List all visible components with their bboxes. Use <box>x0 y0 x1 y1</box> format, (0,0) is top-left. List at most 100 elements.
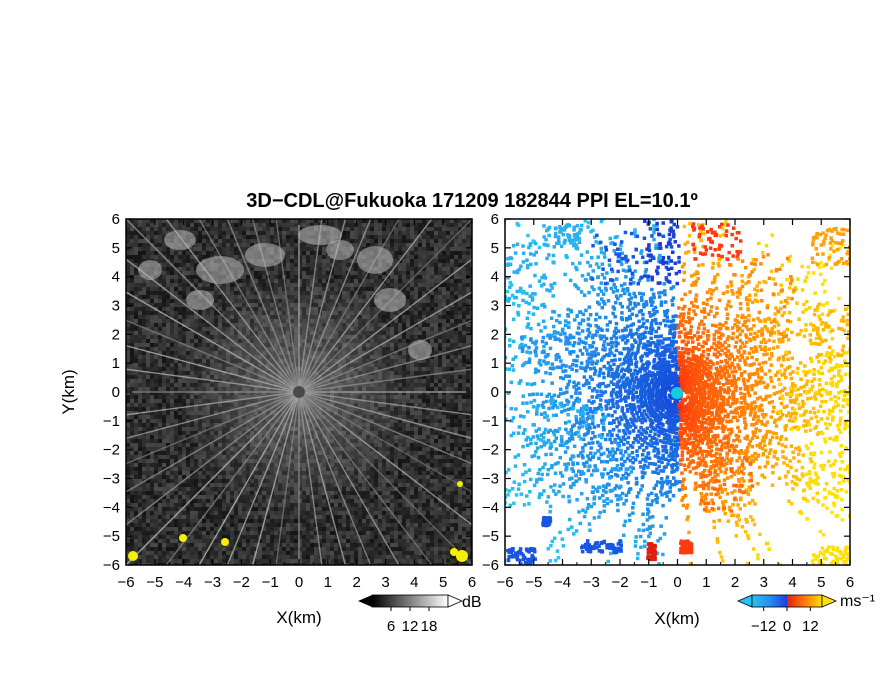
backscatter-cell <box>166 327 170 331</box>
backscatter-cell <box>278 267 282 271</box>
backscatter-cell <box>130 407 134 411</box>
backscatter-cell <box>422 403 426 407</box>
backscatter-cell <box>154 363 158 367</box>
backscatter-cell <box>438 411 442 415</box>
backscatter-cell <box>454 395 458 399</box>
backscatter-cell <box>414 311 418 315</box>
backscatter-cell <box>414 239 418 243</box>
backscatter-cell <box>454 331 458 335</box>
backscatter-cell <box>174 431 178 435</box>
backscatter-cell <box>458 239 462 243</box>
backscatter-cell <box>338 275 342 279</box>
backscatter-cell <box>202 251 206 255</box>
backscatter-cell <box>150 403 154 407</box>
backscatter-cell <box>170 383 174 387</box>
backscatter-cell <box>398 315 402 319</box>
backscatter-cell <box>298 239 302 243</box>
backscatter-cell <box>174 227 178 231</box>
backscatter-cell <box>158 435 162 439</box>
backscatter-cell <box>134 391 138 395</box>
backscatter-cell <box>230 283 234 287</box>
backscatter-cell <box>430 259 434 263</box>
backscatter-cell <box>462 291 466 295</box>
backscatter-cell <box>126 243 130 247</box>
backscatter-cell <box>154 391 158 395</box>
backscatter-cell <box>402 223 406 227</box>
backscatter-cell <box>446 315 450 319</box>
backscatter-cell <box>298 227 302 231</box>
backscatter-cell <box>166 367 170 371</box>
backscatter-cell <box>466 291 470 295</box>
backscatter-cell <box>218 243 222 247</box>
backscatter-cell <box>134 279 138 283</box>
backscatter-cell <box>430 243 434 247</box>
backscatter-cell <box>454 379 458 383</box>
backscatter-cell <box>442 231 446 235</box>
backscatter-cell <box>454 251 458 255</box>
backscatter-cell <box>418 291 422 295</box>
backscatter-cell <box>286 255 290 259</box>
backscatter-cell <box>170 447 174 451</box>
backscatter-cell <box>406 267 410 271</box>
backscatter-cell <box>170 415 174 419</box>
backscatter-cell <box>446 279 450 283</box>
backscatter-cell <box>162 403 166 407</box>
backscatter-cell <box>446 247 450 251</box>
backscatter-cell <box>242 227 246 231</box>
backscatter-cell <box>378 275 382 279</box>
backscatter-cell <box>258 275 262 279</box>
backscatter-cell <box>134 295 138 299</box>
backscatter-cell <box>170 251 174 255</box>
backscatter-cell <box>430 387 434 391</box>
backscatter-cell <box>158 303 162 307</box>
backscatter-cell <box>462 267 466 271</box>
backscatter-cell <box>362 231 366 235</box>
backscatter-cell <box>234 231 238 235</box>
backscatter-cell <box>402 307 406 311</box>
backscatter-cell <box>434 351 438 355</box>
backscatter-cell <box>414 219 418 223</box>
backscatter-cell <box>298 219 302 223</box>
backscatter-cell <box>130 399 134 403</box>
backscatter-cell <box>398 251 402 255</box>
backscatter-cell <box>294 239 298 243</box>
backscatter-cell <box>446 267 450 271</box>
backscatter-cell <box>154 243 158 247</box>
backscatter-cell <box>462 379 466 383</box>
backscatter-cell <box>462 439 466 443</box>
backscatter-cell <box>174 219 178 223</box>
backscatter-cell <box>138 323 142 327</box>
backscatter-cell <box>438 395 442 399</box>
backscatter-cell <box>470 399 472 403</box>
backscatter-cell <box>414 295 418 299</box>
backscatter-cell <box>218 227 222 231</box>
backscatter-cell <box>410 239 414 243</box>
backscatter-cell <box>146 371 150 375</box>
backscatter-cell <box>262 227 266 231</box>
backscatter-cell <box>454 283 458 287</box>
backscatter-cell <box>366 235 370 239</box>
backscatter-cell <box>422 375 426 379</box>
backscatter-cell <box>418 387 422 391</box>
backscatter-cell <box>418 279 422 283</box>
backscatter-cell <box>442 403 446 407</box>
backscatter-cell <box>430 267 434 271</box>
backscatter-cell <box>150 255 154 259</box>
backscatter-cell <box>146 319 150 323</box>
backscatter-cell <box>142 343 146 347</box>
backscatter-cell <box>262 219 266 223</box>
backscatter-cell <box>126 359 130 363</box>
backscatter-cell <box>182 299 186 303</box>
backscatter-cell <box>202 287 206 291</box>
backscatter-cell <box>402 291 406 295</box>
backscatter-cell <box>398 275 402 279</box>
backscatter-cell <box>146 315 150 319</box>
backscatter-cell <box>418 263 422 267</box>
backscatter-cell <box>250 243 254 247</box>
backscatter-cell <box>154 339 158 343</box>
backscatter-cell <box>450 411 454 415</box>
backscatter-cell <box>178 219 182 223</box>
backscatter-cell <box>470 295 472 299</box>
backscatter-cell <box>242 235 246 239</box>
backscatter-cell <box>162 443 166 447</box>
